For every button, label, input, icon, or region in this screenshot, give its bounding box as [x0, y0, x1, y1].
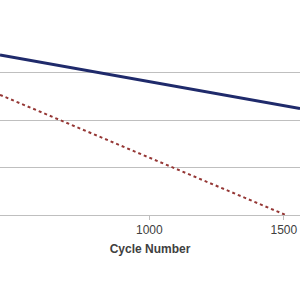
svg-text:Cycle Number: Cycle Number: [110, 242, 191, 256]
svg-text:1500: 1500: [271, 223, 298, 237]
svg-text:1000: 1000: [136, 223, 163, 237]
